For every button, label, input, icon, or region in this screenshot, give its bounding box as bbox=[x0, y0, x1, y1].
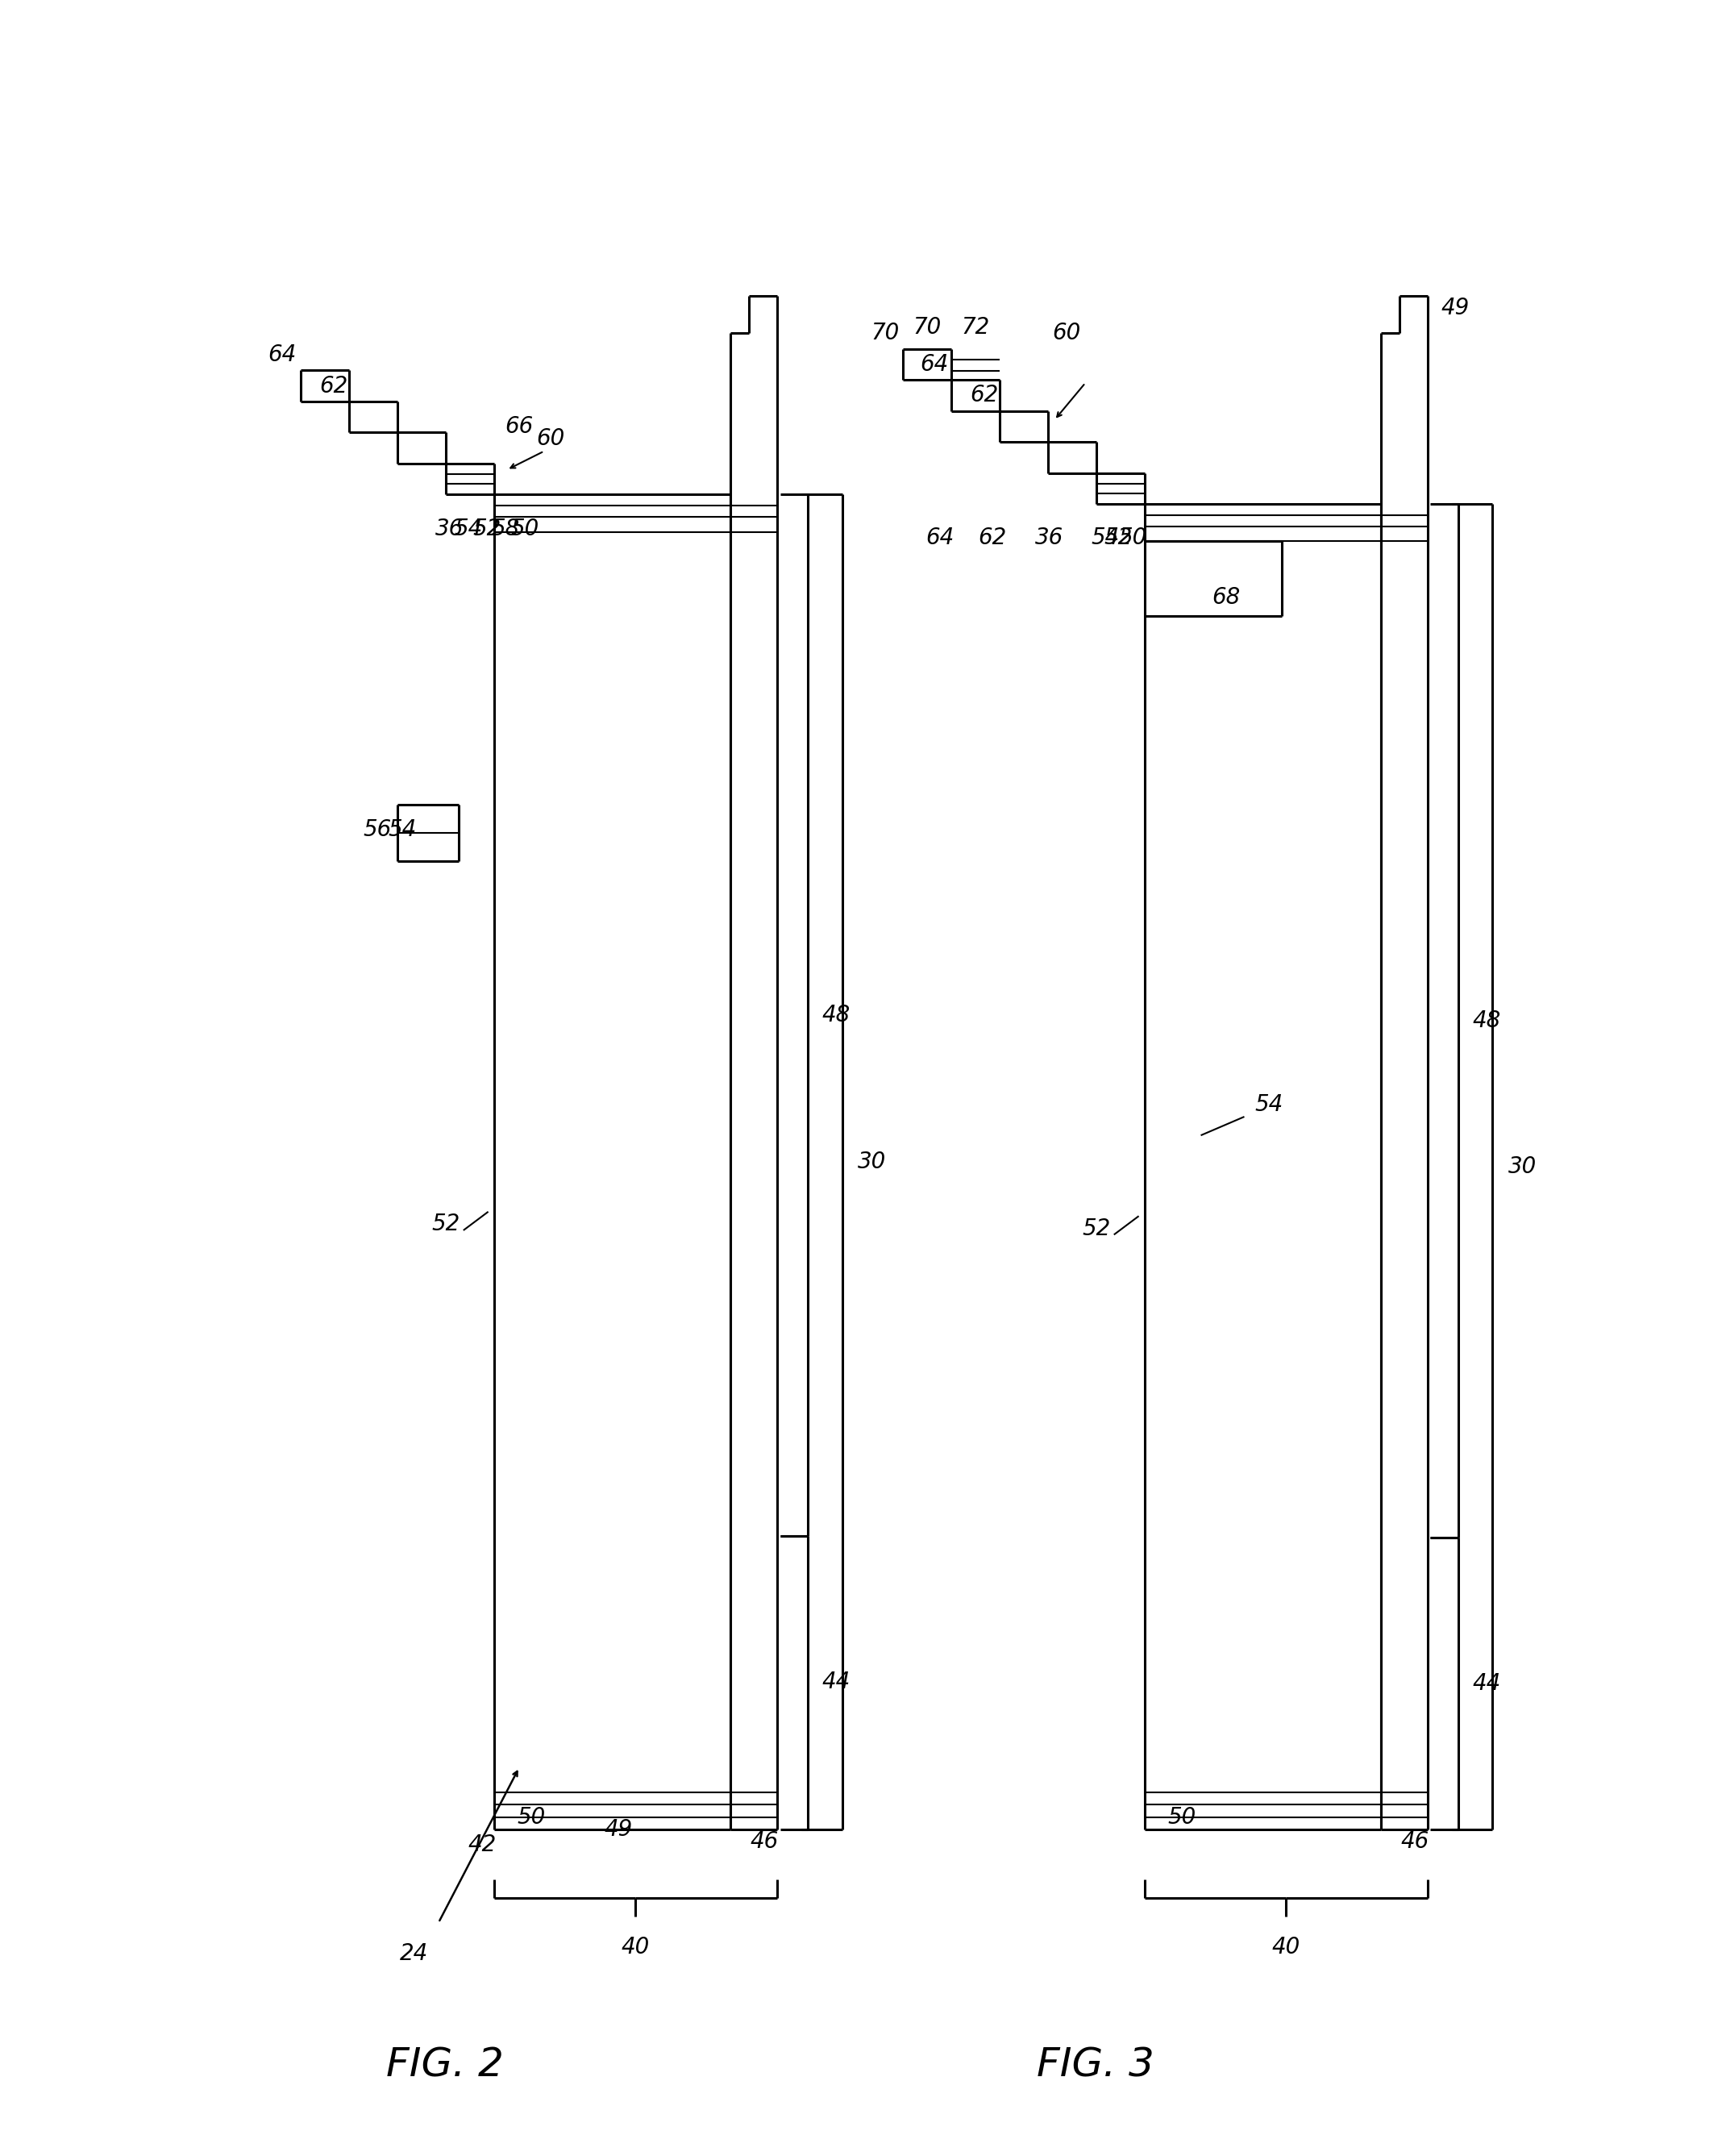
Text: 64: 64 bbox=[920, 354, 948, 375]
Text: 40: 40 bbox=[621, 1936, 651, 1958]
Text: 60: 60 bbox=[1053, 321, 1080, 345]
Text: 46: 46 bbox=[1402, 1830, 1429, 1854]
Text: 52: 52 bbox=[1105, 526, 1132, 550]
Text: 70: 70 bbox=[913, 315, 941, 338]
Text: 54: 54 bbox=[388, 819, 416, 841]
Text: 36: 36 bbox=[435, 517, 463, 539]
Text: 40: 40 bbox=[1272, 1936, 1300, 1958]
Text: 62: 62 bbox=[319, 375, 349, 397]
Text: 56: 56 bbox=[364, 819, 392, 841]
Text: 50: 50 bbox=[1118, 526, 1146, 550]
Text: 62: 62 bbox=[979, 526, 1006, 550]
Text: 50: 50 bbox=[1169, 1807, 1196, 1828]
Text: 70: 70 bbox=[872, 321, 899, 345]
Text: 50: 50 bbox=[518, 1807, 545, 1828]
Text: 54: 54 bbox=[1255, 1093, 1284, 1115]
Text: 52: 52 bbox=[473, 517, 501, 539]
Text: 36: 36 bbox=[1036, 526, 1063, 550]
Text: 46: 46 bbox=[751, 1830, 778, 1854]
Text: 62: 62 bbox=[970, 384, 998, 407]
Text: 72: 72 bbox=[961, 315, 989, 338]
Text: 52: 52 bbox=[1082, 1218, 1112, 1240]
Text: FIG. 3: FIG. 3 bbox=[1037, 2046, 1155, 2085]
Text: 54: 54 bbox=[1091, 526, 1120, 550]
Text: 66: 66 bbox=[506, 416, 533, 438]
Text: 30: 30 bbox=[1509, 1156, 1536, 1177]
Text: 48: 48 bbox=[822, 1003, 849, 1026]
Text: 64: 64 bbox=[925, 526, 954, 550]
Text: 50: 50 bbox=[511, 517, 539, 539]
Text: 30: 30 bbox=[858, 1151, 885, 1173]
Text: 60: 60 bbox=[537, 427, 564, 451]
Text: 54: 54 bbox=[454, 517, 483, 539]
Text: 58: 58 bbox=[492, 517, 520, 539]
Text: 48: 48 bbox=[1472, 1009, 1500, 1033]
Text: 49: 49 bbox=[604, 1818, 633, 1841]
Text: 64: 64 bbox=[268, 343, 297, 367]
Text: 44: 44 bbox=[1472, 1673, 1500, 1695]
Text: 42: 42 bbox=[468, 1833, 497, 1856]
Text: 24: 24 bbox=[399, 1943, 428, 1964]
Text: 49: 49 bbox=[1441, 298, 1469, 319]
Text: 68: 68 bbox=[1212, 586, 1239, 608]
Text: FIG. 2: FIG. 2 bbox=[387, 2046, 504, 2085]
Text: 44: 44 bbox=[822, 1671, 849, 1695]
Text: 52: 52 bbox=[432, 1214, 461, 1235]
